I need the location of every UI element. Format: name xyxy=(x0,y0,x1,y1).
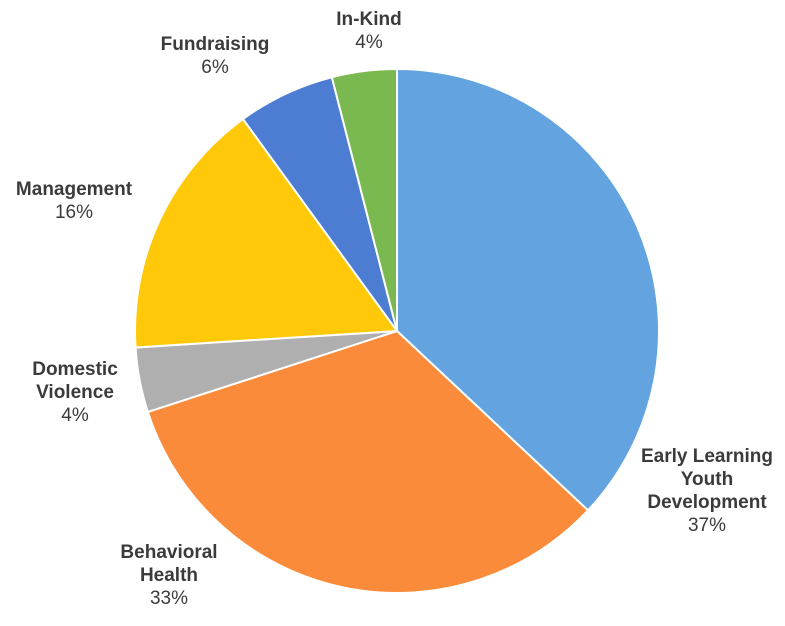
pie-slice-1 xyxy=(396,68,660,512)
pie-label-percent: 4% xyxy=(355,32,383,53)
pie-label-category-line: Violence xyxy=(36,382,114,403)
pie-label-percent: 16% xyxy=(55,202,93,223)
pie-label-category-line: Fundraising xyxy=(161,34,270,55)
pie-slice-6 xyxy=(330,68,398,332)
pie-label-percent: 37% xyxy=(688,515,726,536)
pie-label-category-line: In-Kind xyxy=(336,9,401,30)
pie-label-category-line: Domestic xyxy=(32,359,118,380)
pie-slice-2 xyxy=(146,330,589,594)
pie-label-percent: 33% xyxy=(150,588,188,609)
pie-label-category-line: Development xyxy=(647,492,767,513)
pie-label-category-line: Management xyxy=(16,179,133,200)
pie-label-category-line: Behavioral xyxy=(120,542,217,563)
pie-label-percent: 6% xyxy=(201,57,229,78)
pie-slices xyxy=(134,68,660,594)
pie-label-category-line: Health xyxy=(140,565,198,586)
pie-slice-4 xyxy=(134,118,398,349)
pie-label-percent: 4% xyxy=(61,405,89,426)
pie-label-category-line: Youth xyxy=(681,469,733,490)
pie-label-category-line: Early Learning xyxy=(641,446,773,467)
